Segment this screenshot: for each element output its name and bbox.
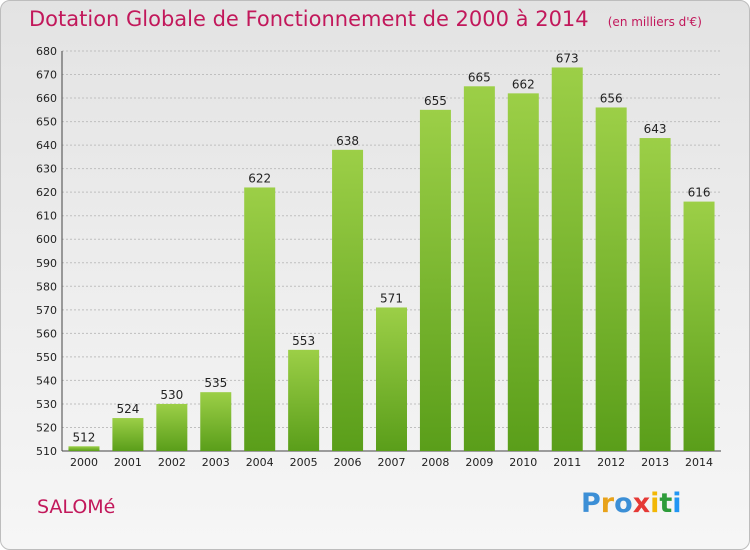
- bar-value-label: 655: [424, 94, 447, 108]
- commune-name: SALOMé: [37, 496, 116, 518]
- y-tick-label: 640: [36, 139, 57, 152]
- bar-value-label: 524: [116, 402, 139, 416]
- x-tick-label: 2008: [421, 456, 449, 469]
- bar-value-label: 656: [600, 91, 623, 105]
- y-tick-label: 580: [36, 280, 57, 293]
- logo-letter: t: [659, 488, 673, 519]
- y-tick-label: 680: [36, 45, 57, 58]
- bar-value-label: 662: [512, 77, 535, 91]
- proxiti-logo: Proxiti: [581, 488, 682, 519]
- bar-value-label: 643: [644, 122, 667, 136]
- y-tick-label: 550: [36, 351, 57, 364]
- x-tick-label: 2011: [553, 456, 581, 469]
- bar: [507, 93, 539, 452]
- bar: [419, 109, 451, 451]
- x-tick-label: 2000: [70, 456, 98, 469]
- bar: [376, 307, 407, 451]
- x-tick-label: 2005: [290, 456, 318, 469]
- logo-letter: i: [650, 488, 660, 519]
- x-tick-label: 2013: [641, 456, 669, 469]
- bar-value-label: 622: [248, 171, 271, 185]
- x-tick-label: 2003: [202, 456, 230, 469]
- y-tick-label: 520: [36, 421, 57, 434]
- bar-value-label: 535: [204, 376, 227, 390]
- bar-value-label: 512: [73, 430, 96, 444]
- y-tick-label: 670: [36, 69, 57, 82]
- x-tick-label: 2010: [509, 456, 537, 469]
- bar: [244, 187, 276, 451]
- logo-letter: i: [672, 488, 682, 519]
- y-tick-label: 590: [36, 257, 57, 270]
- bar-value-label: 638: [336, 134, 359, 148]
- chart-subtitle: (en milliers d'€): [607, 15, 702, 29]
- bar: [463, 86, 495, 451]
- bar: [551, 67, 583, 452]
- logo-letter: P: [581, 488, 601, 519]
- y-tick-label: 570: [36, 304, 57, 317]
- bar: [595, 107, 627, 452]
- x-tick-label: 2014: [685, 456, 713, 469]
- y-tick-label: 510: [36, 445, 57, 458]
- bar-value-label: 616: [688, 186, 711, 200]
- logo-letter: o: [614, 488, 633, 519]
- bar: [112, 418, 144, 451]
- logo-letter: r: [600, 488, 615, 519]
- title-row: Dotation Globale de Fonctionnement de 20…: [29, 7, 702, 31]
- x-tick-label: 2009: [465, 456, 493, 469]
- x-tick-label: 2001: [114, 456, 142, 469]
- bar: [332, 149, 364, 451]
- y-tick-label: 540: [36, 374, 57, 387]
- bar-value-label: 553: [292, 334, 315, 348]
- bar: [288, 349, 320, 451]
- y-tick-label: 650: [36, 116, 57, 129]
- bar-value-label: 673: [556, 51, 579, 65]
- bar: [639, 138, 671, 451]
- chart-title: Dotation Globale de Fonctionnement de 20…: [29, 7, 589, 31]
- y-tick-label: 560: [36, 327, 57, 340]
- bar-value-label: 571: [380, 291, 403, 305]
- bar: [200, 392, 232, 451]
- x-tick-label: 2012: [597, 456, 625, 469]
- logo-letter: x: [632, 488, 651, 519]
- y-tick-label: 610: [36, 210, 57, 223]
- bar-value-label: 530: [160, 388, 183, 402]
- y-tick-label: 530: [36, 398, 57, 411]
- y-tick-label: 630: [36, 163, 57, 176]
- bar: [683, 201, 715, 451]
- bar-value-label: 665: [468, 70, 491, 84]
- x-tick-label: 2004: [246, 456, 274, 469]
- x-tick-label: 2007: [378, 456, 406, 469]
- bar: [68, 446, 100, 451]
- bar: [156, 403, 188, 451]
- y-tick-label: 660: [36, 92, 57, 105]
- y-tick-label: 620: [36, 186, 57, 199]
- x-tick-label: 2002: [158, 456, 186, 469]
- x-tick-label: 2006: [334, 456, 362, 469]
- y-tick-label: 600: [36, 233, 57, 246]
